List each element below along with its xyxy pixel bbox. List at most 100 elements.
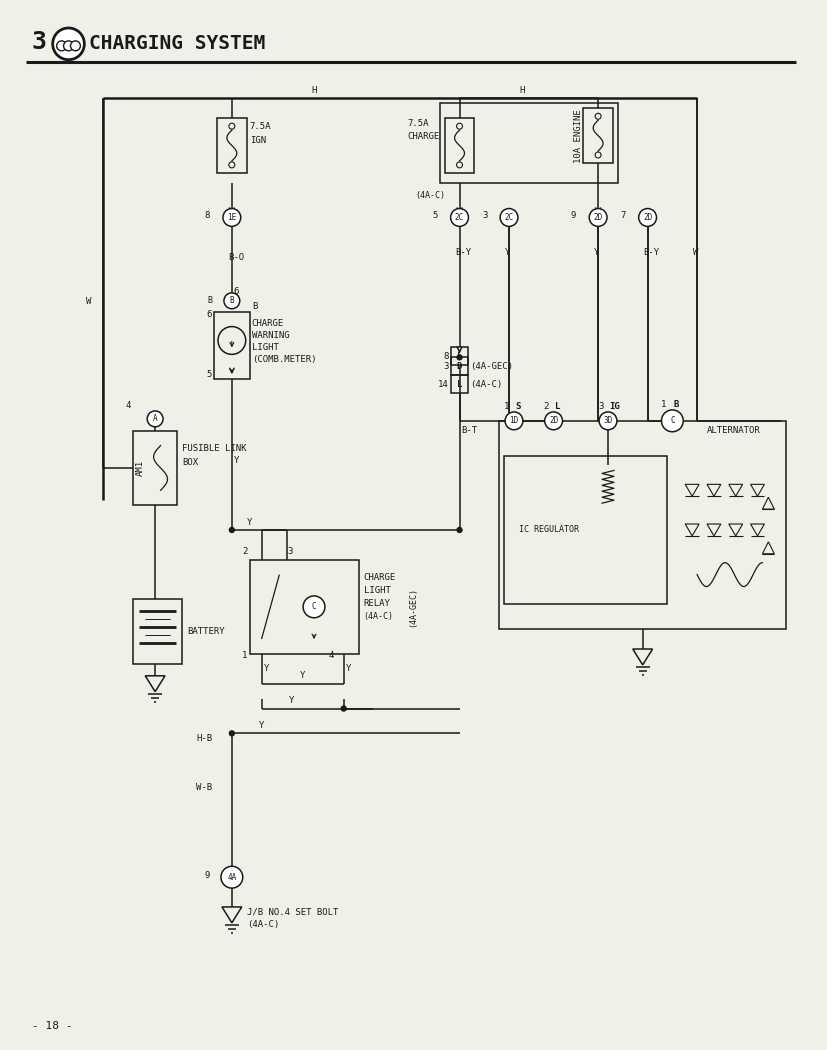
Text: 1: 1 [504,402,509,412]
Text: 3: 3 [32,29,47,54]
Text: J/B NO.4 SET BOLT: J/B NO.4 SET BOLT [246,907,338,917]
Circle shape [638,209,657,227]
Circle shape [224,293,240,309]
Text: H: H [311,86,317,94]
Text: Y: Y [234,456,239,465]
Text: CHARGE: CHARGE [407,131,439,141]
Bar [451,357,468,375]
Text: B: B [207,296,212,306]
Text: IGN: IGN [250,135,265,145]
Text: 2D: 2D [594,213,603,222]
Text: BATTERY: BATTERY [187,627,225,636]
Text: 2: 2 [543,402,549,412]
Text: CHARGING SYSTEM: CHARGING SYSTEM [89,35,265,54]
Text: CHARGE: CHARGE [364,573,396,582]
Text: C: C [312,603,316,611]
Text: 4: 4 [126,401,131,411]
Text: 7: 7 [620,211,626,220]
Circle shape [505,412,523,429]
Text: B: B [673,400,679,410]
Text: 1: 1 [661,400,666,410]
Circle shape [229,731,234,736]
Text: B-Y: B-Y [456,248,471,256]
Circle shape [451,209,468,227]
Text: L: L [457,352,462,361]
Text: 3: 3 [598,402,604,412]
Text: B-O: B-O [228,253,244,261]
Text: 2: 2 [242,547,248,557]
Text: 5: 5 [207,370,212,379]
Circle shape [545,412,562,429]
Circle shape [589,209,607,227]
Bar [133,430,178,505]
Text: W-B: W-B [196,783,212,793]
Text: B-Y: B-Y [643,248,660,256]
Text: Y: Y [289,696,294,706]
Text: 8: 8 [205,211,210,220]
Circle shape [662,410,683,432]
Text: BOX: BOX [182,458,198,467]
Text: Y: Y [594,248,600,256]
Bar [500,421,786,629]
Text: (4A-C): (4A-C) [364,612,394,621]
Text: 10A ENGINE: 10A ENGINE [574,109,583,163]
Text: 1D: 1D [509,417,519,425]
Text: B-T: B-T [461,426,478,436]
Bar [451,348,468,365]
Text: 6: 6 [207,310,212,319]
Circle shape [229,527,234,532]
Text: B: B [252,302,258,311]
Bar [250,560,359,654]
Text: H: H [519,86,524,94]
Circle shape [53,28,84,60]
Text: 1: 1 [242,651,248,660]
Text: Y: Y [300,671,305,680]
Text: 4: 4 [329,651,334,660]
Text: Y: Y [264,665,269,673]
Text: (4A-C): (4A-C) [471,380,503,388]
Circle shape [221,866,243,888]
Circle shape [457,527,462,532]
Text: 3: 3 [482,211,487,220]
Text: Y: Y [346,665,351,673]
Circle shape [599,412,617,429]
Text: RELAY: RELAY [364,598,390,608]
Text: 5: 5 [433,211,437,220]
Text: 7.5A: 7.5A [407,119,428,128]
Text: A: A [153,415,157,423]
Text: 2D: 2D [643,213,653,222]
Text: 3: 3 [443,362,448,371]
Text: LIGHT: LIGHT [364,586,390,595]
Text: 6: 6 [234,288,239,296]
Circle shape [64,41,74,50]
Circle shape [56,41,66,50]
Text: Y: Y [259,721,265,730]
Text: Y: Y [505,248,510,256]
Text: S: S [515,402,520,412]
Bar [504,456,667,605]
Text: FUSIBLE LINK: FUSIBLE LINK [182,444,246,454]
Text: 2C: 2C [504,213,514,222]
Bar [217,119,246,173]
Circle shape [500,209,518,227]
Text: 7.5A: 7.5A [250,122,271,130]
Text: - 18 -: - 18 - [32,1021,73,1031]
Circle shape [223,209,241,227]
Text: AM1: AM1 [136,460,146,476]
Text: 9: 9 [571,211,576,220]
Text: 2D: 2D [549,417,558,425]
Text: (COMB.METER): (COMB.METER) [251,355,316,364]
Text: (4A-GEC): (4A-GEC) [471,362,514,371]
Bar [445,119,475,173]
Text: Y: Y [246,518,252,526]
Circle shape [457,355,462,360]
Text: W: W [693,248,699,256]
Bar [214,312,250,379]
Text: WARNING: WARNING [251,331,289,340]
Text: 3D: 3D [604,417,613,425]
Circle shape [342,706,347,711]
Text: (4A-C): (4A-C) [246,920,279,929]
Text: LIGHT: LIGHT [251,343,279,352]
Text: L: L [555,402,560,412]
Text: ALTERNATOR: ALTERNATOR [707,426,761,436]
